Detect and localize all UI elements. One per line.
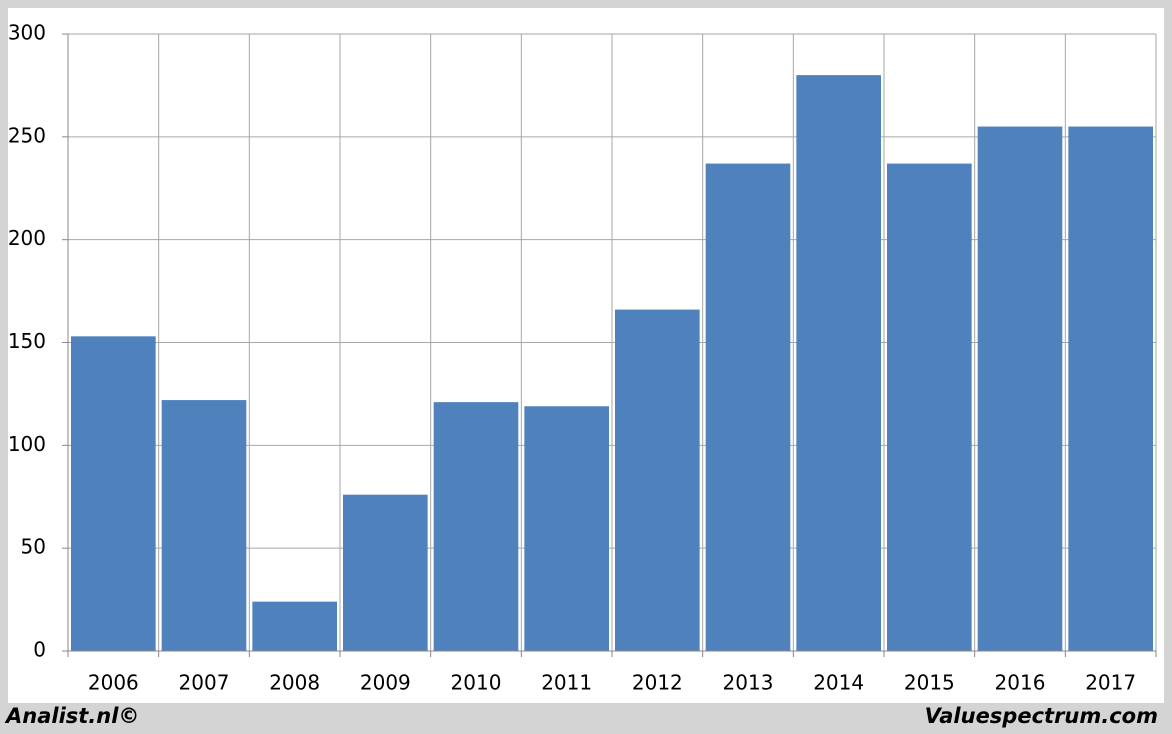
y-tick-label: 300 <box>8 21 46 45</box>
bar <box>977 126 1063 652</box>
x-tick-label: 2016 <box>995 671 1046 695</box>
bar <box>1068 126 1153 652</box>
bar <box>252 601 337 651</box>
x-tick-label: 2017 <box>1085 671 1136 695</box>
x-tick-label: 2011 <box>541 671 592 695</box>
bar <box>433 402 519 651</box>
x-tick-label: 2009 <box>360 671 411 695</box>
y-tick-label: 0 <box>33 638 46 662</box>
x-tick-label: 2015 <box>904 671 955 695</box>
bar <box>796 75 881 652</box>
y-tick-label: 150 <box>8 329 46 353</box>
x-tick-label: 2007 <box>179 671 230 695</box>
bar <box>615 309 700 651</box>
y-tick-label: 100 <box>8 432 46 456</box>
y-tick-label: 50 <box>21 535 46 559</box>
bar <box>887 163 972 651</box>
bar <box>524 406 609 651</box>
footer-right: Valuespectrum.com <box>925 704 1158 728</box>
x-tick-label: 2013 <box>723 671 774 695</box>
x-tick-label: 2006 <box>88 671 139 695</box>
x-tick-label: 2008 <box>269 671 320 695</box>
plot: 0 50 100 150 200 250 300 2006 2007 2008 2009 2010 20… <box>8 21 1157 695</box>
footer-left: Analist.nl© <box>4 704 139 728</box>
x-tick-label: 2010 <box>451 671 502 695</box>
y-tick-label: 200 <box>8 226 46 250</box>
bar <box>343 494 428 651</box>
bar <box>161 400 247 651</box>
bar <box>705 163 791 651</box>
bar <box>71 336 156 651</box>
y-tick-label: 250 <box>8 123 46 147</box>
x-tick-label: 2012 <box>632 671 683 695</box>
x-tick-label: 2014 <box>813 671 864 695</box>
